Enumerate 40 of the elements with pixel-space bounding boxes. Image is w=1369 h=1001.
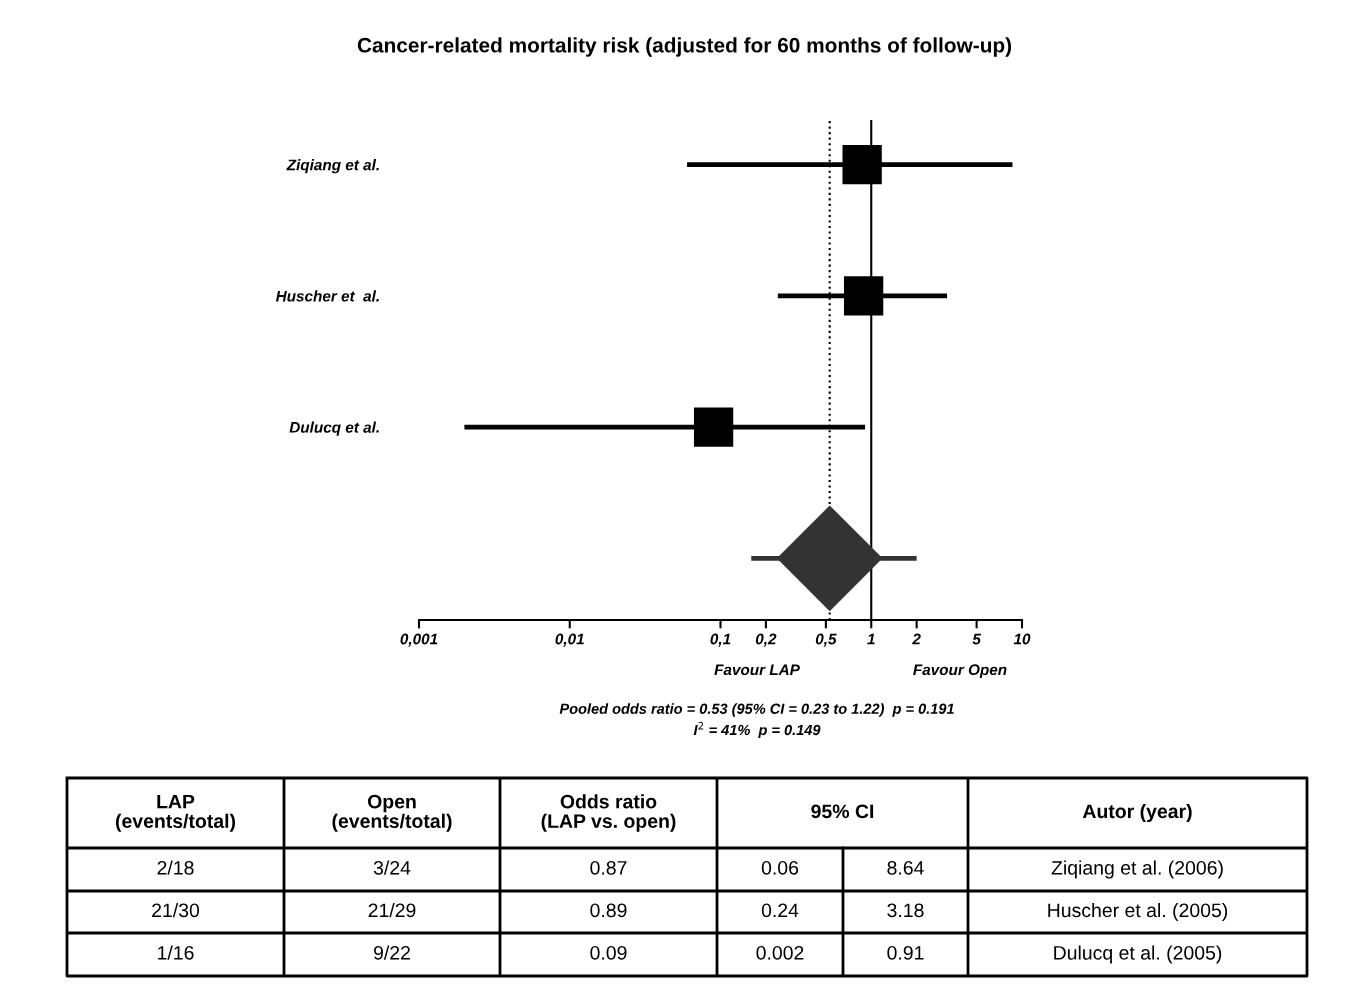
x-tick-label: 5 [972, 633, 982, 645]
text: Favour Open [913, 664, 1007, 679]
text: 8.64 [887, 860, 924, 875]
y-tick-label: Ziqiang et al. [286, 159, 379, 174]
text: Huscher et al. (2005) [1048, 902, 1228, 922]
y-tick-label: Dulucq et al. [289, 421, 379, 436]
category-label: 95% CI [811, 804, 874, 819]
category-label: Autor (year) [1082, 803, 1192, 823]
x-tick-label: 0,1 [710, 633, 731, 647]
text: 2/18 [157, 860, 194, 875]
text: 1/16 [158, 945, 194, 960]
category-label: LAP (events/total) [115, 794, 236, 832]
text: Ziqiang et al. (2006) [1051, 860, 1223, 879]
x-tick-label: 0,2 [755, 633, 777, 647]
text: 0.002 [756, 945, 804, 960]
text: 3/24 [373, 860, 411, 875]
text: 21/30 [152, 902, 200, 918]
x-tick-label: 0,01 [555, 633, 584, 647]
category-label: Odds ratio (LAP vs. open) [541, 794, 676, 832]
text: 0.89 [590, 903, 627, 918]
text: 21/29 [368, 902, 416, 918]
y-tick-label: Huscher et al. [275, 290, 379, 302]
text: 0.87 [590, 860, 627, 875]
category-label: Open (events/total) [332, 794, 452, 832]
text: 0.91 [887, 945, 924, 960]
x-tick-label: 2 [912, 633, 921, 645]
text: Favour LAP [714, 664, 800, 676]
text: 9/22 [373, 945, 410, 960]
x-tick-label: 10 [1013, 633, 1031, 645]
x-tick-label: 0,001 [400, 633, 438, 647]
text: 0.06 [761, 860, 799, 875]
x-tick-label: 0,5 [815, 633, 837, 647]
chart-title: Cancer-related mortality risk (adjusted for 60 months of follow-up) [357, 37, 1012, 57]
text: 0.24 [761, 903, 799, 918]
text: Dulucq et al. (2005) [1054, 945, 1222, 964]
text: I$^{2}$ = 41% p = 0.149 [693, 721, 821, 739]
text: 0.09 [590, 945, 627, 960]
text: Pooled odds ratio = 0.53 (95% CI = 0.23 to 1.22) p = 0.191 [559, 703, 954, 717]
text: 3.18 [887, 903, 924, 918]
x-tick-label: 1 [867, 633, 875, 645]
